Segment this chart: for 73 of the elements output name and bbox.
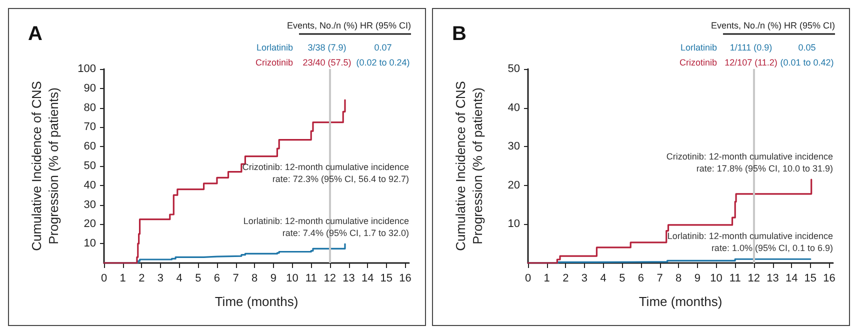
x-tick-label: 15 [380,272,393,284]
annotation: Lorlatinib: 12-month cumulative incidence rate: 1.0% (95% CI, 0.1 to 6.9) [667,231,833,254]
y-tick-label: 30 [508,140,520,153]
x-tick-label: 11 [305,272,317,284]
x-tick-label: 9 [694,272,701,284]
x-tick-label: 12 [324,272,336,284]
x-tick-label: 4 [600,272,606,284]
y-tick-label: 90 [84,82,96,94]
y-tick-label: 50 [84,160,96,172]
x-tick-label: 7 [656,272,663,284]
y-tick-label: 20 [508,179,520,192]
x-tick-label: 16 [823,272,836,284]
y-tick-label: 30 [84,198,96,211]
chart-title: A [28,23,42,45]
y-tick-label: 70 [84,121,96,134]
x-tick-label: 16 [399,272,412,284]
x-tick-label: 5 [195,272,202,284]
y-tick-label: 100 [78,63,96,75]
y-axis-title: Cumulative Incidence of CNS Progression (% of patients) [453,80,485,251]
text: 0.07 [374,42,392,52]
text: Crizotinib [679,58,717,68]
x-tick-label: 3 [581,272,588,284]
annotation: Lorlatinib: 12-month cumulative incidence rate: 7.4% (95% CI, 1.7 to 32.0) [243,216,409,238]
annotation: Crizotinib: 12-month cumulative incidence rate: 17.8% (95% CI, 10.0 to 31.9) [666,152,833,174]
y-tick-label: 10 [508,218,520,230]
text: 12/107 (11.2) [724,58,778,68]
x-tick-label: 6 [214,272,220,284]
x-tick-label: 10 [286,272,298,284]
x-tick-label: 5 [619,272,626,284]
x-tick-label: 4 [176,272,182,284]
y-tick-label: 50 [508,63,520,75]
chart-title: B [452,23,466,45]
x-tick-label: 15 [804,272,817,284]
x-tick-label: 13 [766,272,779,284]
x-tick-label: 7 [232,272,239,284]
x-tick-label: 9 [270,272,277,284]
legend-title: Events, No./n (%) HR (95% CI) [710,20,836,30]
x-tick-label: 6 [638,272,644,284]
x-tick-label: 1 [544,272,550,284]
x-tick-label: 0 [100,272,108,284]
text: Lorlatinib [256,42,293,52]
text: (0.02 to 0.24) [356,58,410,68]
x-axis-title: Time (months) [214,294,298,309]
y-axis-title: Cumulative Incidence of CNS Progression (% of patients) [29,80,61,251]
x-tick-label: 11 [729,272,741,284]
x-tick-label: 2 [138,272,145,284]
text: 3/38 (7.9) [308,42,346,52]
y-tick-label: 40 [84,179,96,192]
y-tick-label: 20 [84,218,96,230]
x-tick-label: 2 [562,272,569,284]
x-axis-title: Time (months) [638,294,722,309]
text: (0.01 to 0.42) [780,58,834,68]
x-tick-label: 3 [157,272,164,284]
text: 0.05 [798,42,816,52]
text: 23/40 (57.5) [302,58,352,68]
text: Lorlatinib [680,42,717,52]
x-tick-label: 12 [748,272,760,284]
y-tick-label: 10 [84,238,96,250]
x-tick-label: 1 [120,272,126,284]
y-tick-label: 40 [508,102,520,114]
x-tick-label: 8 [252,272,258,284]
x-tick-label: 8 [676,272,682,284]
x-tick-label: 0 [524,272,532,284]
y-tick-label: 80 [84,102,96,114]
y-tick-label: 60 [84,140,96,153]
text: Crizotinib [255,58,293,68]
x-tick-label: 14 [361,272,374,284]
legend-title: Events, No./n (%) HR (95% CI) [286,20,412,30]
x-tick-label: 14 [785,272,798,284]
x-tick-label: 10 [710,272,722,284]
text: 1/111 (0.9) [730,42,772,52]
x-tick-label: 13 [342,272,355,284]
annotation: Crizotinib: 12-month cumulative incidence rate: 72.3% (95% CI, 56.4 to 92.7) [242,162,409,184]
